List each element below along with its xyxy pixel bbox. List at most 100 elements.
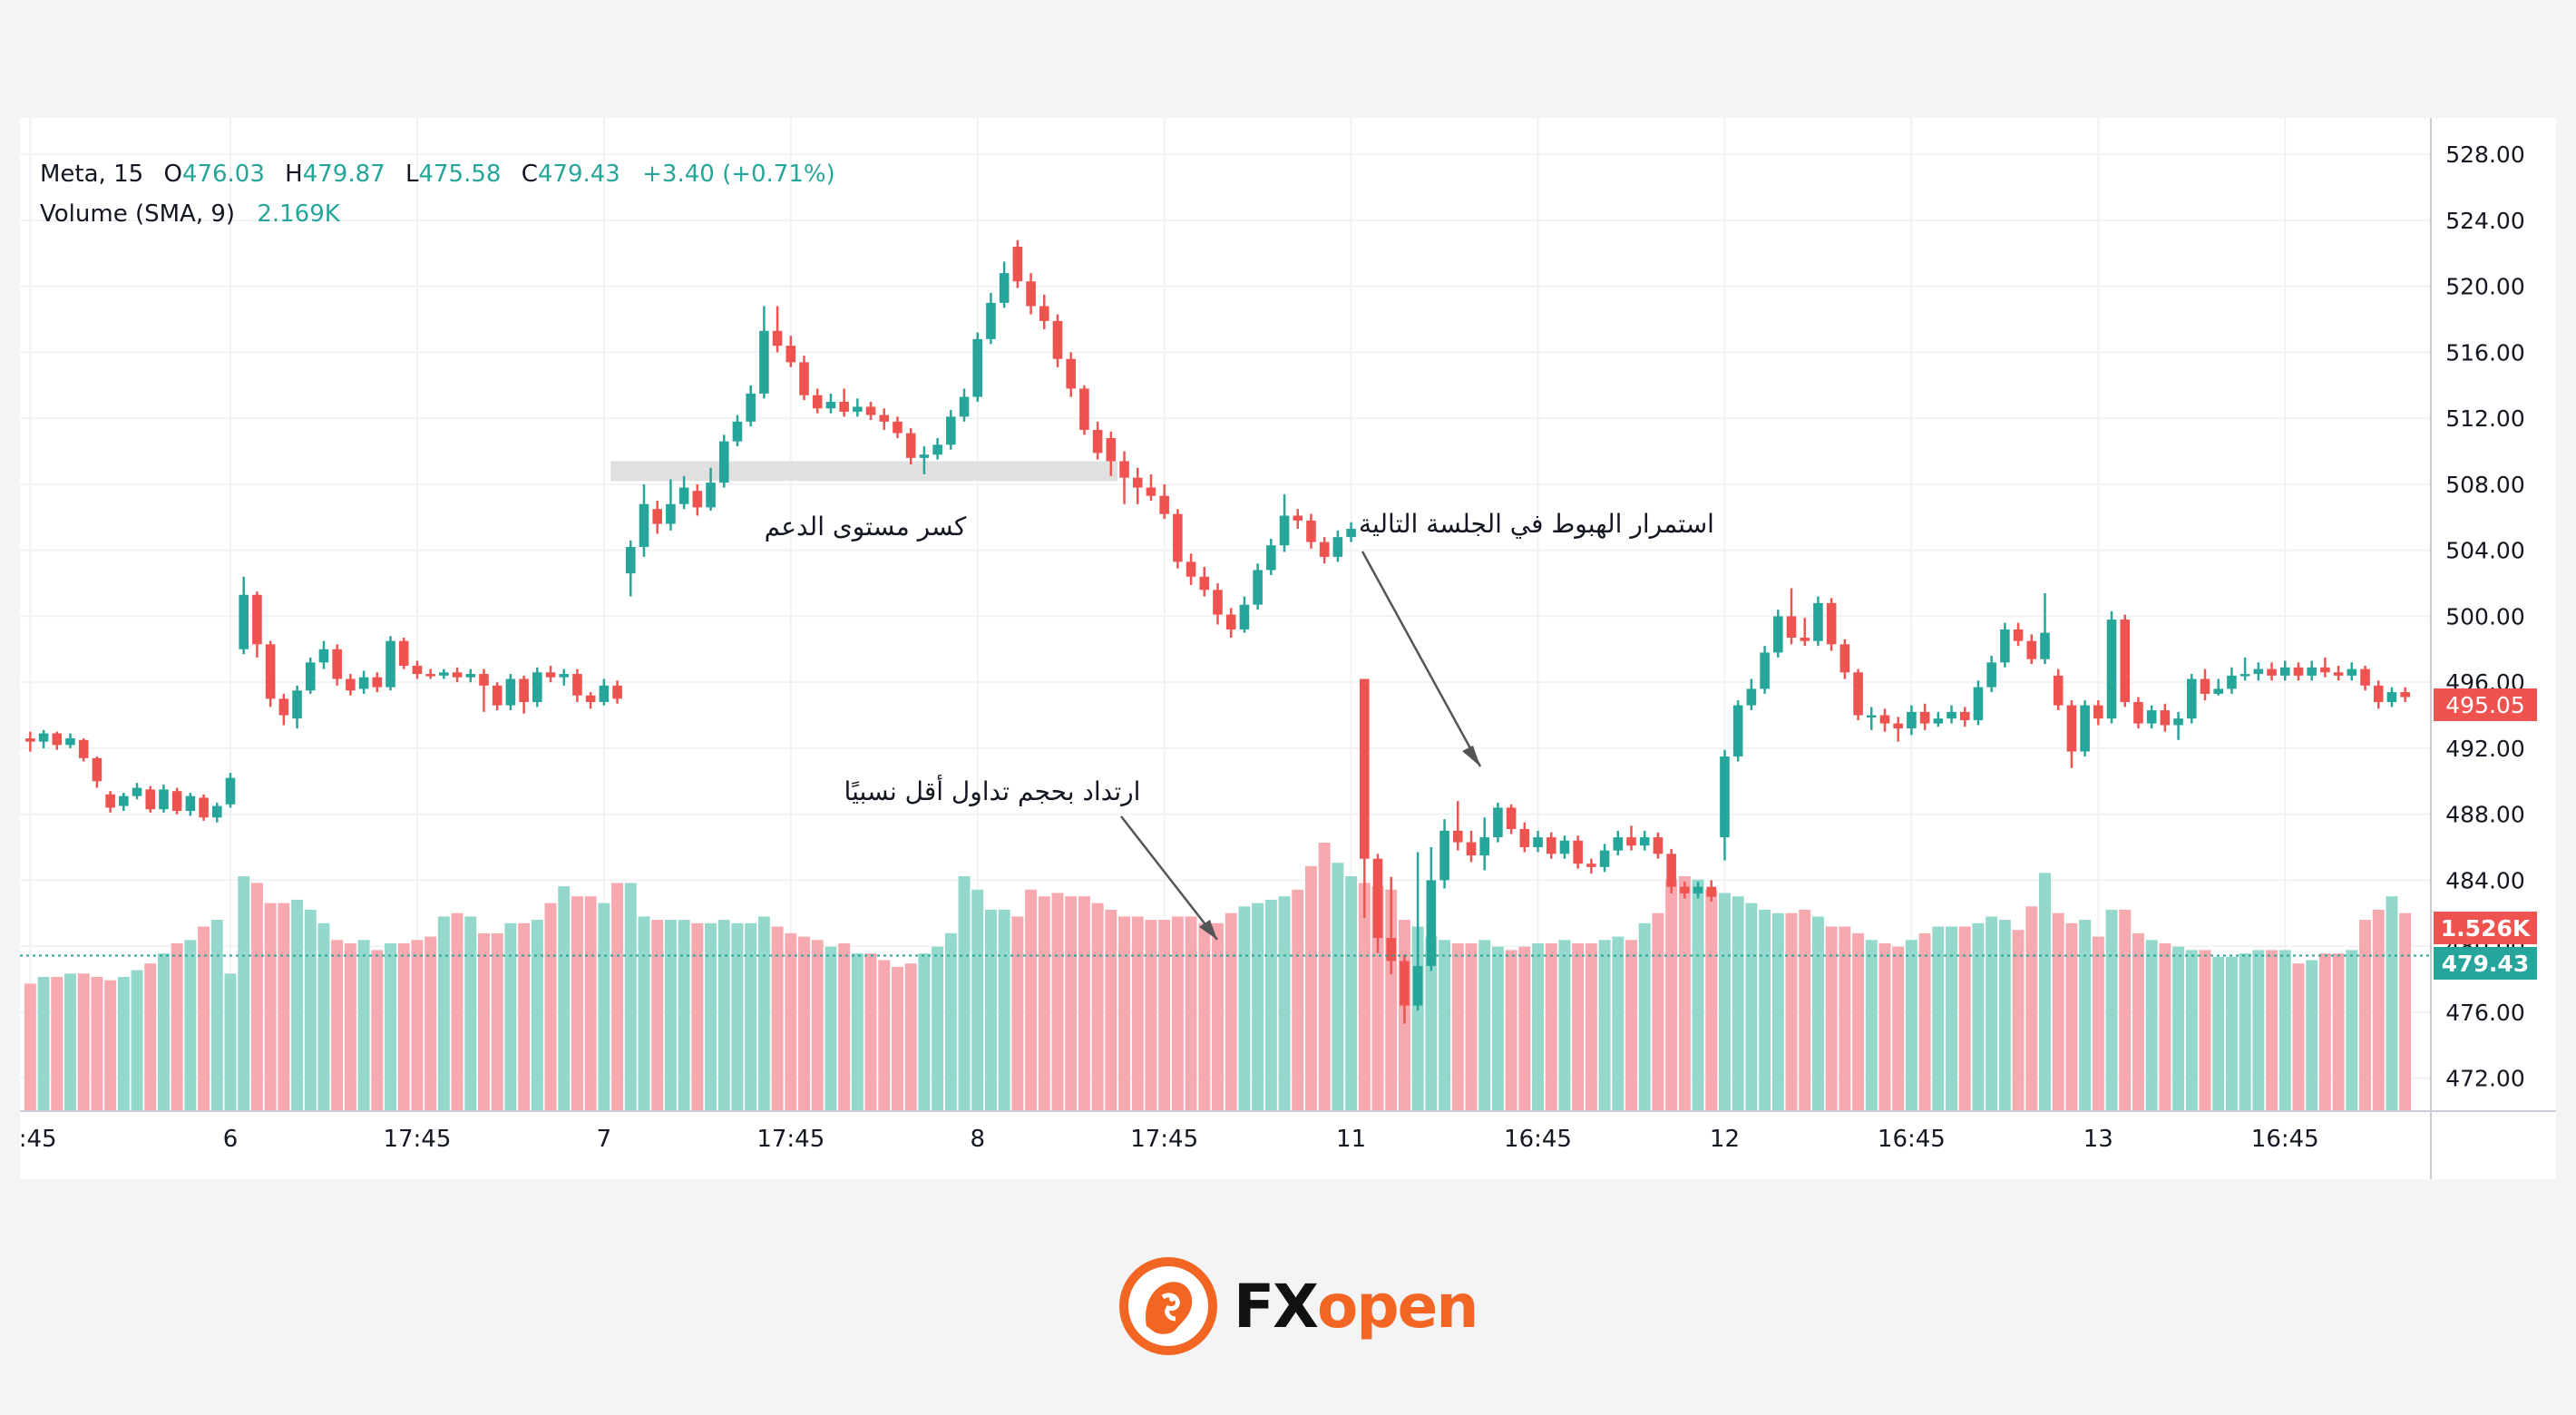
candle-body [1986, 662, 1996, 688]
time-tick-label: 7 [597, 1126, 612, 1153]
candle [1026, 273, 1036, 315]
volume-bar [2292, 963, 2305, 1111]
volume-bar [1025, 889, 1038, 1111]
candle-body [1947, 711, 1956, 719]
volume-bar [651, 920, 664, 1111]
candle-body [492, 685, 503, 706]
candle-body [1653, 837, 1664, 854]
volume-bar [2399, 912, 2412, 1111]
candle-body [1412, 965, 1423, 1006]
symbol-label: Meta, 15 [40, 161, 144, 188]
chart-panel[interactable]: كسر مستوى الدعم استمرار الهبوط في الجلسة… [20, 118, 2556, 1179]
candle [519, 675, 529, 714]
candle [1599, 844, 1610, 873]
candle-body [1266, 545, 1276, 571]
time-axis[interactable]: 7:45 6 17:45 7 17:45 8 17:45 11 16:45 12 16:45 13 16… [20, 1126, 2319, 1153]
volume-bar [198, 926, 210, 1111]
candle-body [1919, 711, 1930, 724]
volume-bar [1958, 926, 1971, 1111]
volume-bar [932, 946, 944, 1111]
price-tick-label: 528.00 [2445, 142, 2524, 168]
volume-bar [1905, 940, 1917, 1111]
candle [398, 638, 409, 669]
volume-bar [1185, 916, 1197, 1111]
volume-bar [544, 903, 557, 1111]
volume-bar [2278, 950, 2291, 1111]
candle [1732, 700, 1743, 762]
candle-body [1893, 723, 1903, 729]
candle [1360, 678, 1370, 919]
candle [1386, 876, 1397, 975]
candle-body [1332, 537, 1343, 557]
candle [732, 415, 743, 447]
candle-body [1706, 886, 1717, 897]
candle [1893, 717, 1903, 742]
candle-body [1626, 837, 1636, 846]
candle [105, 791, 115, 813]
candle [2253, 662, 2264, 681]
candle-body [1479, 837, 1489, 856]
volume-bar [1572, 943, 1585, 1111]
candle-body [2400, 692, 2410, 698]
volume-bar [1491, 946, 1504, 1111]
candle-body [1213, 590, 1223, 615]
volume-bar [864, 953, 877, 1111]
annotation-breakout: كسر مستوى الدعم [765, 512, 967, 542]
candle-body [1400, 961, 1410, 1006]
candle-body [1559, 840, 1570, 854]
candle-body [1959, 711, 1970, 720]
volume-bar [1718, 893, 1731, 1111]
price-tick-label: 492.00 [2445, 736, 2524, 762]
volume-bar [2159, 943, 2171, 1111]
volume-bar [664, 920, 677, 1111]
candle [879, 408, 890, 430]
candle-body [1439, 830, 1449, 881]
volume-bar [171, 943, 183, 1111]
candle-body [1106, 437, 1117, 462]
candle-body [278, 698, 289, 716]
candle-body [1092, 429, 1103, 454]
candle [2093, 700, 2103, 726]
volume-bar [1118, 916, 1131, 1111]
candlestick-chart[interactable]: كسر مستوى الدعم استمرار الهبوط في الجلسة… [20, 118, 2556, 1179]
volume-bar [1131, 916, 1144, 1111]
price-axis[interactable]: 528.00 524.00 520.00 516.00 512.00 508.00 504.… [2445, 142, 2524, 1091]
candle-body [1199, 576, 1210, 590]
candle [825, 393, 836, 414]
candle-body [2053, 675, 2064, 706]
support-zone-rect [610, 461, 1118, 482]
volume-bar [1465, 943, 1478, 1111]
candle-body [479, 674, 489, 686]
candle [1546, 832, 1556, 859]
volume-bar [984, 910, 997, 1111]
candle-body [1239, 604, 1250, 629]
candle [318, 640, 329, 669]
candle-body [305, 662, 316, 691]
candle [452, 667, 463, 683]
candle [706, 467, 716, 512]
fxopen-logo: FXopen [1116, 1250, 1478, 1362]
candle-body [2373, 685, 2384, 702]
candle [545, 665, 556, 683]
candle-body [785, 346, 796, 363]
candle [1479, 817, 1489, 871]
candle [1132, 467, 1143, 504]
candle [372, 672, 383, 693]
candle-body [1599, 850, 1610, 867]
candle [1826, 598, 1837, 651]
candle [1239, 596, 1250, 633]
volume-bar [838, 943, 851, 1111]
candle-body [2080, 705, 2090, 752]
volume-bar [491, 932, 503, 1111]
candle-body [2093, 705, 2103, 719]
candle [292, 685, 302, 729]
volume-bar [464, 916, 477, 1111]
candle [2279, 660, 2290, 681]
volume-bar [2346, 950, 2358, 1111]
candle-body [706, 483, 716, 508]
volume-bar [1264, 899, 1277, 1111]
volume-bar [1652, 912, 1664, 1111]
open-label: O [163, 161, 182, 188]
volume-bar [317, 922, 330, 1111]
volume-bar [1771, 912, 1784, 1111]
